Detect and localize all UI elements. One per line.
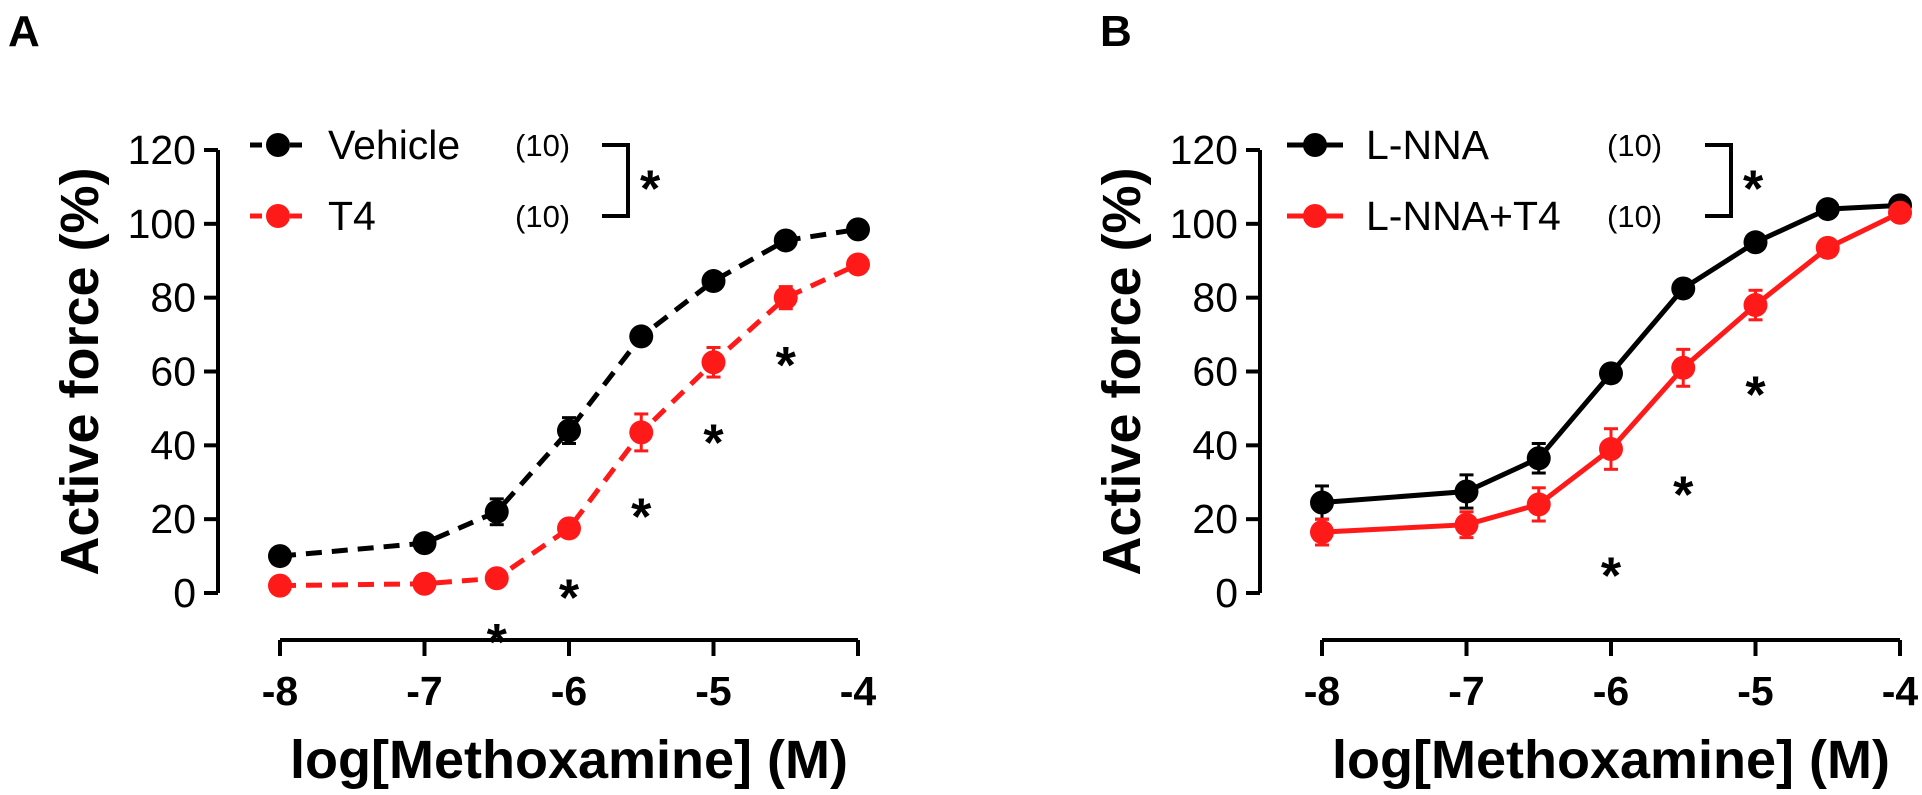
data-point: [1526, 446, 1551, 471]
data-point: [1599, 361, 1623, 386]
series-t4: [268, 252, 870, 598]
y-tick-label: 100: [128, 201, 196, 247]
significance-star: *: [631, 488, 652, 546]
legend-significance-star: *: [640, 161, 661, 219]
x-axis-title: log[Methoxamine] (M): [290, 730, 848, 790]
legend-marker: [266, 133, 290, 157]
y-axis-title: Active force (%): [50, 167, 110, 575]
series-vehicle: [268, 217, 870, 569]
data-point: [1310, 520, 1334, 545]
significance-star: *: [1601, 547, 1622, 605]
data-point: [701, 350, 726, 375]
data-point: [773, 228, 798, 253]
y-tick-label: 80: [1192, 275, 1238, 321]
data-point: [846, 252, 870, 277]
panel-b: B 0 20 40 60 80 100 120 -8 -7 -6 -5 -4 Active force (…: [1092, 7, 1918, 790]
legend-marker: [266, 204, 290, 228]
y-tick-label: 100: [1170, 201, 1238, 247]
data-point: [1815, 197, 1840, 222]
legend-bracket: [602, 143, 630, 218]
significance-star: *: [703, 415, 724, 473]
legend: Vehicle (10) T4 (10) *: [250, 122, 661, 239]
data-point: [412, 571, 437, 596]
data-point: [557, 516, 581, 541]
y-tick-label: 120: [1170, 127, 1238, 173]
data-point: [484, 566, 509, 591]
y-tick-label: 0: [1215, 570, 1238, 616]
data-point: [1454, 479, 1479, 504]
data-point: [268, 544, 292, 569]
y-tick-label: 120: [128, 127, 196, 173]
legend-marker: [1303, 204, 1327, 228]
x-tick-label: -5: [695, 668, 731, 714]
legend-n: (10): [515, 199, 570, 234]
y-tick-label: 20: [1192, 496, 1238, 542]
data-point: [1815, 235, 1840, 260]
legend-label: Vehicle: [328, 122, 460, 168]
data-point: [268, 573, 292, 598]
x-tick-label: -4: [1882, 668, 1919, 714]
data-point: [846, 217, 870, 242]
data-point: [1454, 512, 1479, 537]
legend-marker: [1303, 133, 1327, 157]
x-tick-label: -4: [840, 668, 877, 714]
data-point: [1671, 355, 1696, 380]
data-point: [773, 285, 798, 310]
data-point: [629, 324, 654, 349]
data-point: [412, 531, 437, 556]
data-point: [1526, 492, 1551, 517]
legend-bracket: [1705, 143, 1733, 218]
series-line: [1321, 202, 1901, 506]
legend-n: (10): [1607, 199, 1662, 234]
x-tick-label: -7: [1448, 668, 1484, 714]
significance-star: *: [1745, 367, 1766, 425]
x-tick-label: -5: [1737, 668, 1773, 714]
y-tick-label: 0: [173, 570, 196, 616]
series-line: [279, 226, 859, 559]
legend-n: (10): [515, 128, 570, 163]
data-point: [1599, 437, 1623, 462]
data-point: [701, 269, 726, 294]
data-point: [1743, 293, 1768, 318]
legend-label: L-NNA: [1366, 122, 1490, 168]
x-tick-label: -8: [1304, 668, 1340, 714]
series-line: [279, 262, 860, 589]
x-tick-label: -8: [262, 668, 298, 714]
significance-star: *: [559, 570, 580, 628]
series-l-nna-t4: [1310, 200, 1912, 547]
data-point: [484, 499, 509, 524]
data-point: [1743, 230, 1768, 255]
legend-significance-star: *: [1743, 161, 1764, 219]
y-tick-label: 40: [150, 422, 196, 468]
y-tick-label: 20: [150, 496, 196, 542]
panel-label: B: [1100, 7, 1132, 56]
y-tick-label: 80: [150, 275, 196, 321]
significance-star: *: [776, 337, 797, 395]
data-point: [1310, 490, 1334, 515]
legend: L-NNA (10) L-NNA+T4 (10) *: [1287, 122, 1764, 239]
data-point: [1888, 200, 1912, 225]
panel-a: A 0 20 40 60 80 100 120 -8 -7 -6 -5 -4 Active force (…: [8, 7, 876, 790]
y-tick-label: 60: [1192, 349, 1238, 395]
legend-n: (10): [1607, 128, 1662, 163]
y-tick-label: 60: [150, 349, 196, 395]
x-tick-label: -7: [406, 668, 442, 714]
data-point: [1671, 276, 1696, 301]
data-point: [629, 420, 654, 445]
legend-label: T4: [328, 193, 376, 239]
series-line: [1321, 210, 1902, 535]
y-tick-label: 40: [1192, 422, 1238, 468]
x-tick-label: -6: [551, 668, 587, 714]
x-tick-label: -6: [1593, 668, 1629, 714]
x-axis-title: log[Methoxamine] (M): [1332, 730, 1890, 790]
data-point: [557, 418, 581, 443]
panel-label: A: [8, 7, 40, 56]
y-axis-title: Active force (%): [1092, 167, 1152, 575]
legend-label: L-NNA+T4: [1366, 193, 1561, 239]
significance-star: *: [487, 614, 508, 672]
significance-star: *: [1673, 466, 1694, 524]
